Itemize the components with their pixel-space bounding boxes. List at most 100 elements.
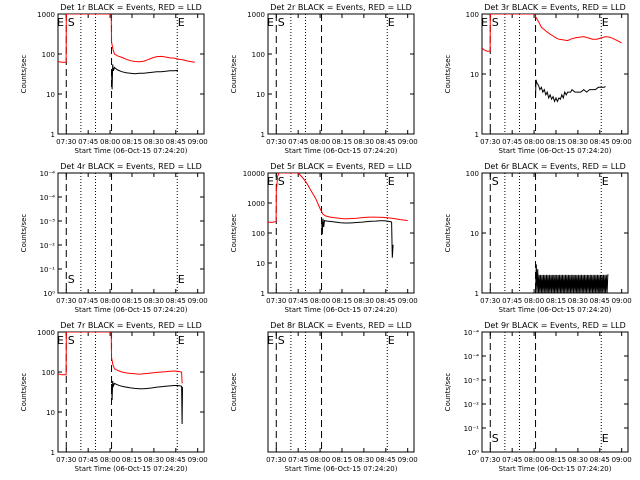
end-marker-label: E xyxy=(57,334,64,347)
end-marker-label: E xyxy=(57,16,64,29)
x-tick-label: 08:15 xyxy=(332,456,352,464)
x-tick-label: 09:00 xyxy=(398,456,418,464)
x-tick-label: 08:45 xyxy=(166,297,186,305)
x-tick-label: 08:45 xyxy=(166,456,186,464)
x-tick-label: 09:00 xyxy=(398,297,418,305)
start-marker-label: S xyxy=(492,16,499,29)
x-tick-label: 08:45 xyxy=(376,456,396,464)
y-tick-label: 10⁰ xyxy=(467,449,479,457)
end-marker-label: E xyxy=(267,334,274,347)
x-tick-label: 07:45 xyxy=(502,138,522,146)
y-tick-label: 100 xyxy=(252,230,265,238)
end-marker-label: E xyxy=(178,273,185,286)
end-marker-label: E xyxy=(178,16,185,29)
y-tick-label: 10 xyxy=(46,91,55,99)
x-axis-label: Start Time (06-Oct-15 07:24:20) xyxy=(75,306,188,314)
x-tick-label: 08:00 xyxy=(310,456,330,464)
x-tick-label: 07:30 xyxy=(480,138,500,146)
x-tick-label: 08:00 xyxy=(310,297,330,305)
start-marker-label: S xyxy=(278,175,285,188)
end-marker-label: E xyxy=(388,16,395,29)
x-axis-label: Start Time (06-Oct-15 07:24:20) xyxy=(75,465,188,473)
panel-title: Det 2r BLACK = Events, RED = LLD xyxy=(270,3,412,12)
start-marker-label: S xyxy=(492,432,499,445)
x-axis-label: Start Time (06-Oct-15 07:24:20) xyxy=(75,147,188,155)
panel-title: Det 3r BLACK = Events, RED = LLD xyxy=(484,3,626,12)
x-tick-label: 08:30 xyxy=(144,138,164,146)
panel-det-2r: Det 2r BLACK = Events, RED = LLD Start Ti… xyxy=(230,3,418,155)
x-tick-label: 09:00 xyxy=(612,456,632,464)
start-marker-label: S xyxy=(68,16,75,29)
panel-title: Det 1r BLACK = Events, RED = LLD xyxy=(60,3,202,12)
start-marker-label: S xyxy=(68,334,75,347)
x-tick-label: 07:30 xyxy=(480,297,500,305)
x-tick-label: 08:00 xyxy=(100,456,120,464)
y-tick-label: 100 xyxy=(466,11,479,19)
x-tick-label: 08:30 xyxy=(144,297,164,305)
x-tick-label: 08:00 xyxy=(524,138,544,146)
y-tick-label: 1 xyxy=(475,290,479,298)
x-tick-label: 08:30 xyxy=(354,297,374,305)
y-tick-label: 10⁻² xyxy=(464,401,480,409)
x-tick-label: 08:00 xyxy=(310,138,330,146)
x-tick-label: 08:15 xyxy=(122,297,142,305)
panel-title: Det 5r BLACK = Events, RED = LLD xyxy=(270,162,412,171)
start-marker-label: S xyxy=(68,273,75,286)
y-tick-label: 100 xyxy=(466,170,479,178)
panel-det-7r: Det 7r BLACK = Events, RED = LLD Start Ti… xyxy=(20,321,208,473)
x-tick-label: 09:00 xyxy=(612,138,632,146)
x-tick-label: 08:15 xyxy=(122,456,142,464)
y-tick-label: 10⁻⁴ xyxy=(464,329,480,337)
series-events-line xyxy=(321,217,394,258)
x-tick-label: 07:45 xyxy=(78,138,98,146)
y-tick-label: 100 xyxy=(252,51,265,59)
x-tick-label: 08:30 xyxy=(354,138,374,146)
y-tick-label: 10 xyxy=(470,230,479,238)
y-tick-label: 10⁻² xyxy=(40,242,56,250)
x-tick-label: 07:30 xyxy=(56,138,76,146)
end-marker-label: E xyxy=(388,334,395,347)
start-marker-label: S xyxy=(278,16,285,29)
x-tick-label: 07:45 xyxy=(502,456,522,464)
series-lld-line xyxy=(482,14,622,52)
y-axis-label: Counts/sec xyxy=(20,55,28,94)
y-tick-label: 10⁻⁴ xyxy=(464,353,480,361)
x-tick-label: 08:45 xyxy=(590,297,610,305)
end-marker-label: E xyxy=(602,175,609,188)
start-marker-label: S xyxy=(278,334,285,347)
panel-det-8r: Det 8r BLACK = Events, RED = LLD Start Ti… xyxy=(230,321,418,473)
panel-title: Det 8r BLACK = Events, RED = LLD xyxy=(270,321,412,330)
y-tick-label: 100 xyxy=(42,51,55,59)
x-tick-label: 07:45 xyxy=(288,138,308,146)
series-lld-line xyxy=(58,14,195,63)
y-axis-label: Counts/sec xyxy=(20,214,28,253)
x-tick-label: 08:30 xyxy=(568,138,588,146)
series-events-line xyxy=(111,380,183,425)
plot-frame xyxy=(481,331,629,453)
y-tick-label: 10⁻⁴ xyxy=(40,194,56,202)
panel-title: Det 4r BLACK = Events, RED = LLD xyxy=(60,162,202,171)
x-tick-label: 08:30 xyxy=(144,456,164,464)
y-tick-label: 10⁻¹ xyxy=(40,266,56,274)
x-tick-label: 08:15 xyxy=(546,456,566,464)
y-tick-label: 1000 xyxy=(247,200,265,208)
y-tick-label: 10⁻³ xyxy=(40,218,56,226)
x-axis-label: Start Time (06-Oct-15 07:24:20) xyxy=(285,465,398,473)
x-tick-label: 09:00 xyxy=(188,138,208,146)
x-axis-label: Start Time (06-Oct-15 07:24:20) xyxy=(499,147,612,155)
x-axis-label: Start Time (06-Oct-15 07:24:20) xyxy=(285,306,398,314)
x-tick-label: 08:15 xyxy=(122,138,142,146)
x-tick-label: 09:00 xyxy=(188,297,208,305)
panel-title: Det 7r BLACK = Events, RED = LLD xyxy=(60,321,202,330)
series-lld-line xyxy=(268,173,408,223)
panel-det-5r: Det 5r BLACK = Events, RED = LLD Start Ti… xyxy=(230,162,418,314)
plot-frame xyxy=(57,331,205,453)
plot-frame xyxy=(267,13,415,135)
x-tick-label: 08:45 xyxy=(590,456,610,464)
end-marker-label: E xyxy=(178,334,185,347)
y-axis-label: Counts/sec xyxy=(20,373,28,412)
x-tick-label: 09:00 xyxy=(398,138,418,146)
x-tick-label: 08:15 xyxy=(546,297,566,305)
x-tick-label: 07:30 xyxy=(480,456,500,464)
y-tick-label: 10⁰ xyxy=(43,290,55,298)
